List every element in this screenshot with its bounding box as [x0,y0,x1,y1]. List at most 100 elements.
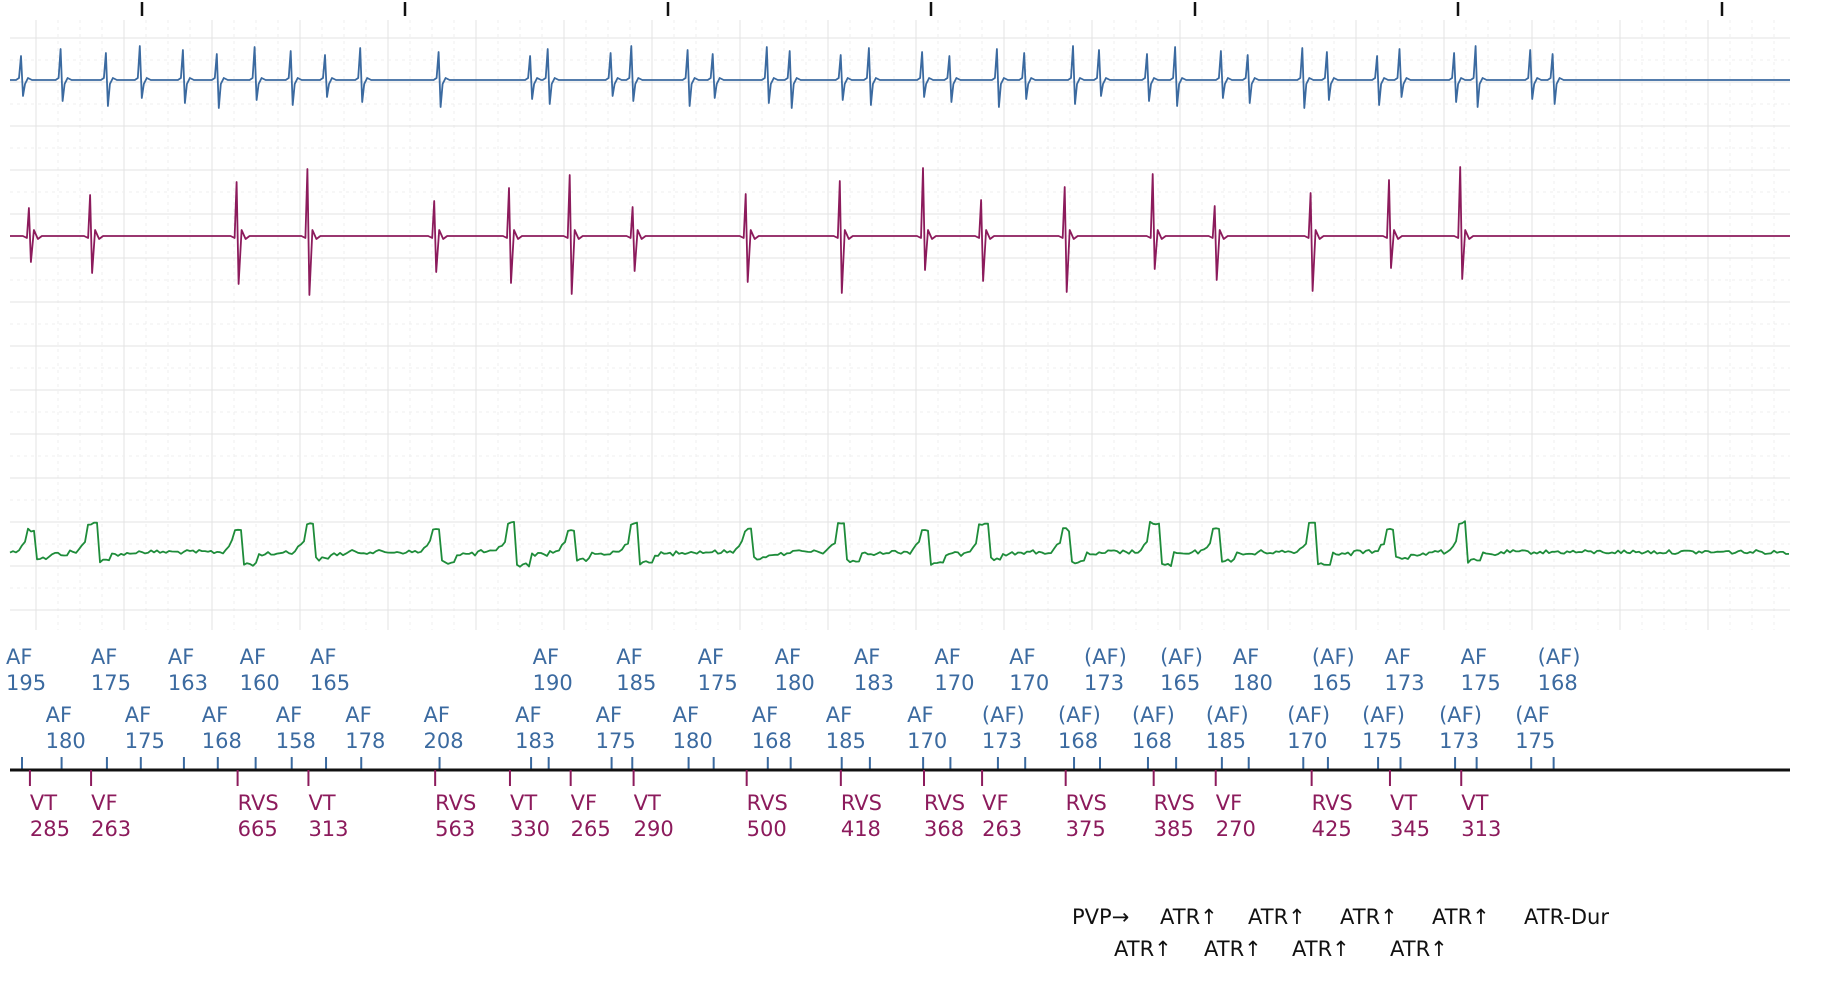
atrial-marker-interval: 170 [1009,671,1049,695]
rv-egm-trace [10,166,1790,296]
ventricular-marker-interval: 345 [1390,817,1430,841]
ventricular-marker-interval: 265 [571,817,611,841]
ventricular-marker-label: RVS [1312,791,1353,815]
ventricular-marker-label: VT [308,791,335,815]
atrial-marker-interval: 185 [1206,729,1246,753]
event-marker: ATR-Dur [1524,905,1609,929]
atrial-marker-label: AF [907,703,933,727]
atrial-marker-label: AF [698,645,724,669]
atrial-marker-interval: 173 [1439,729,1479,753]
ventricular-annotations: VT285VF263RVS665VT313RVS563VT330VF265VT2… [28,770,1501,841]
ventricular-marker-interval: 418 [841,817,881,841]
atrial-marker-label: (AF) [982,703,1025,727]
ventricular-marker-label: VF [91,791,117,815]
atrial-marker-interval: 165 [310,671,350,695]
atrial-marker-label: (AF) [1058,703,1101,727]
ventricular-marker-interval: 313 [1461,817,1501,841]
ventricular-marker-interval: 313 [308,817,348,841]
atrial-marker-label: (AF) [1312,645,1355,669]
ventricular-marker-interval: 368 [924,817,964,841]
atrial-marker-label: AF [1009,645,1035,669]
event-marker: PVP→ [1072,905,1129,929]
atrial-marker-interval: 175 [91,671,131,695]
atrial-marker-label: (AF) [1538,645,1581,669]
ventricular-marker-interval: 270 [1216,817,1256,841]
atrial-marker-label: AF [168,645,194,669]
atrial-marker-interval: 168 [1538,671,1578,695]
atrial-marker-label: AF [752,703,778,727]
atrial-marker-interval: 180 [46,729,86,753]
atrial-marker-interval: 183 [854,671,894,695]
atrial-marker-interval: 168 [1132,729,1172,753]
time-ticks [140,2,1724,16]
atrial-row1-marker: (AF)165 [1312,645,1355,770]
atrial-marker-interval: 195 [6,671,46,695]
atrial-marker-label: AF [1233,645,1259,669]
ventricular-marker-interval: 263 [91,817,131,841]
ventricular-marker-interval: 330 [510,817,550,841]
ventricular-marker-interval: 563 [435,817,475,841]
atrial-marker-label: AF [202,703,228,727]
atrial-marker-interval: 175 [698,671,738,695]
atrial-marker-label: AF [46,703,72,727]
atrial-marker-label: AF [533,645,559,669]
atrial-marker-interval: 170 [1287,729,1327,753]
atrial-marker-interval: 163 [168,671,208,695]
ventricular-marker-label: VF [982,791,1008,815]
atrial-marker-label: (AF) [1439,703,1482,727]
atrial-marker-interval: 180 [673,729,713,753]
event-marker: ATR↑ [1292,937,1350,961]
ventricular-marker-interval: 385 [1154,817,1194,841]
ventricular-marker-label: VT [634,791,661,815]
atrial-marker-interval: 168 [1058,729,1098,753]
atrial-marker-label: AF [1385,645,1411,669]
atrial-marker-label: AF [673,703,699,727]
atrial-marker-label: AF [515,703,541,727]
atrial-marker-label: AF [934,645,960,669]
atrial-annotations: AF195AF175AF163AF160AF165AF190AF185AF175… [6,645,1790,772]
atrial-marker-interval: 208 [424,729,464,753]
ventricular-marker-label: RVS [435,791,476,815]
ventricular-marker-label: VF [1216,791,1242,815]
atrial-marker-label: AF [775,645,801,669]
ventricular-marker-label: RVS [841,791,882,815]
atrial-marker-label: (AF) [1084,645,1127,669]
ventricular-marker-label: VT [30,791,57,815]
atrial-marker-interval: 160 [240,671,280,695]
atrial-marker-interval: 165 [1312,671,1352,695]
atrial-egm-trace [10,45,1790,109]
atrial-marker-label: AF [596,703,622,727]
ventricular-marker-interval: 375 [1066,817,1106,841]
atrial-row2-marker: (AF)173 [982,703,1025,770]
atrial-marker-interval: 168 [202,729,242,753]
atrial-row2-marker: (AF)175 [1362,703,1405,770]
ventricular-marker-label: RVS [1066,791,1107,815]
